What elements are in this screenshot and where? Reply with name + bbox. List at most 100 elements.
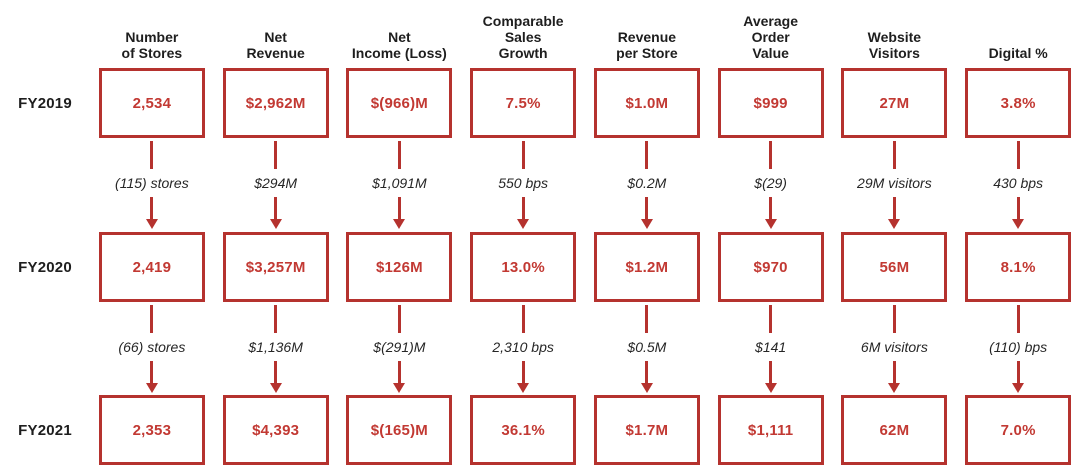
value-box-fy2021: 36.1% (470, 395, 577, 465)
arrow-line (769, 141, 773, 169)
value-box-fy2020: 8.1% (965, 232, 1072, 302)
arrow-line (892, 141, 896, 169)
delta-label: 2,310 bps (492, 338, 554, 355)
arrow-line (892, 197, 896, 219)
value-label: 7.5% (505, 94, 541, 112)
value-label: 7.0% (1000, 421, 1036, 439)
metric-column-number-of-stores: Number of Stores 2,534 (115) stores 2,41… (90, 4, 214, 474)
metric-column-average-order-value: Average Order Value $999 $(29) $970 $141… (709, 4, 833, 474)
value-box-fy2019: $2,962M (222, 68, 329, 138)
arrow-line (892, 304, 896, 333)
value-box-fy2019: 3.8% (965, 68, 1072, 138)
change-connector: 430 bps (993, 138, 1043, 232)
value-box-fy2019: 2,534 (98, 68, 205, 138)
change-connector: 6M visitors (861, 302, 928, 395)
delta-label: 550 bps (498, 175, 549, 191)
value-label: 13.0% (501, 258, 545, 276)
value-box-fy2019: 7.5% (470, 68, 577, 138)
column-header: Revenue per Store (616, 29, 678, 61)
value-label: 2,419 (132, 258, 172, 276)
value-box-fy2020: 56M (841, 232, 948, 302)
arrow-line (1016, 141, 1020, 169)
value-box-fy2019: $1.0M (593, 68, 700, 138)
arrow-down-icon (888, 219, 901, 229)
arrow-line (1016, 197, 1020, 219)
delta-label: $0.2M (627, 175, 667, 191)
value-label: $(165)M (370, 421, 428, 439)
delta-label: $1,136M (248, 338, 303, 355)
arrow-line (521, 141, 525, 169)
arrow-line (397, 304, 401, 333)
change-connector: $294M (254, 138, 297, 232)
metric-column-revenue-per-store: Revenue per Store $1.0M $0.2M $1.2M $0.5… (585, 4, 709, 474)
metric-column-digital-percent: Digital % 3.8% 430 bps 8.1% (110) bps 7.… (956, 4, 1080, 474)
change-connector: $(291)M (373, 302, 425, 395)
arrow-line (521, 360, 525, 383)
delta-label: $0.5M (627, 338, 667, 355)
row-label-fy2021: FY2021 (18, 421, 72, 439)
value-label: $970 (753, 258, 788, 276)
arrow-line (1016, 304, 1020, 333)
column-header: Number of Stores (121, 29, 183, 61)
column-header: Net Income (Loss) (351, 29, 447, 61)
arrow-down-icon (517, 382, 530, 393)
change-connector: (66) stores (118, 302, 185, 395)
value-box-fy2019: $999 (717, 68, 824, 138)
change-connector: (115) stores (115, 138, 189, 232)
arrow-down-icon (764, 382, 777, 393)
delta-label: $294M (254, 175, 298, 191)
change-connector: $1,091M (372, 138, 427, 232)
arrow-line (645, 141, 649, 169)
value-label: $3,257M (245, 258, 306, 276)
arrow-line (769, 197, 773, 219)
delta-label: $141 (755, 338, 787, 355)
arrow-line (397, 360, 401, 383)
value-label: $126M (375, 258, 423, 276)
arrow-line (769, 360, 773, 383)
arrow-down-icon (393, 382, 406, 393)
value-box-fy2020: $126M (346, 232, 453, 302)
column-header: Website Visitors (867, 29, 922, 61)
change-connector: 29M visitors (857, 138, 932, 232)
value-box-fy2021: 2,353 (98, 395, 205, 465)
arrow-down-icon (888, 382, 901, 393)
value-label: $(966)M (370, 94, 428, 112)
change-connector: $1,136M (248, 302, 303, 395)
change-connector: $0.2M (627, 138, 666, 232)
arrow-down-icon (269, 382, 282, 393)
arrow-down-icon (393, 219, 406, 229)
metric-column-net-revenue: Net Revenue $2,962M $294M $3,257M $1,136… (214, 4, 338, 474)
arrow-line (521, 304, 525, 333)
arrow-line (274, 360, 278, 383)
value-label: $1.2M (625, 258, 669, 276)
value-label: $1.0M (625, 94, 669, 112)
row-label-fy2019: FY2019 (18, 94, 72, 112)
arrow-line (274, 197, 278, 219)
delta-label: (115) stores (115, 175, 189, 191)
value-label: $1.7M (625, 421, 669, 439)
row-labels-column: FY2019 FY2020 FY2021 (0, 4, 90, 474)
value-label: 56M (879, 258, 910, 276)
value-label: $1,111 (747, 421, 794, 439)
arrow-line (1016, 360, 1020, 383)
value-box-fy2021: $4,393 (222, 395, 329, 465)
arrow-down-icon (517, 219, 530, 229)
delta-label: 29M visitors (857, 175, 932, 191)
change-connector: 2,310 bps (492, 302, 554, 395)
arrow-down-icon (145, 382, 158, 393)
column-header: Net Revenue (246, 29, 305, 61)
delta-label: $(291)M (373, 338, 426, 355)
arrow-line (645, 360, 649, 383)
row-gap (0, 138, 90, 232)
row-gap (0, 302, 90, 395)
arrow-down-icon (764, 219, 777, 229)
delta-label: 430 bps (993, 175, 1044, 191)
arrow-line (150, 197, 154, 219)
arrow-down-icon (145, 219, 158, 229)
value-label: 62M (879, 421, 910, 439)
arrow-line (150, 304, 154, 333)
header-spacer (0, 4, 90, 68)
row-label-fy2020: FY2020 (18, 258, 72, 276)
arrow-line (892, 360, 896, 383)
